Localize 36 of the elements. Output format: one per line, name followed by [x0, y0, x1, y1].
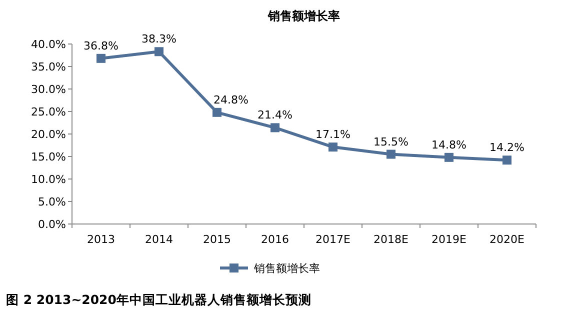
y-tick-label: 0.0% — [38, 218, 66, 231]
x-tick-label: 2013 — [87, 233, 115, 246]
y-tick-label: 35.0% — [31, 60, 66, 74]
y-tick-label: 30.0% — [31, 83, 66, 96]
point — [328, 142, 338, 152]
x-tick-label: 2019E — [432, 233, 467, 246]
y-tick-label: 25.0% — [31, 106, 66, 118]
x-tick-label: 2018E — [374, 233, 409, 246]
data-label: 36.8% — [84, 39, 118, 52]
legend-label: 销售额增长率 — [253, 262, 320, 275]
caption: 图 2 2013~2020年中国工业机器人销售额增长预测 — [6, 292, 312, 307]
y-tick-label: 15.0% — [31, 150, 66, 164]
point — [502, 156, 512, 165]
data-label: 17.1% — [316, 128, 350, 142]
data-label: 38.3% — [142, 32, 176, 46]
point — [444, 152, 454, 162]
x-tick-label: 2014 — [145, 233, 173, 246]
x-tick-label: 2017E — [316, 233, 351, 246]
data-label: 24.8% — [214, 93, 248, 106]
x-tick-label: 2020E — [490, 233, 525, 246]
y-tick-label: 20.0% — [31, 128, 66, 141]
y-tick-label: 5.0% — [38, 196, 66, 208]
data-label: 14.2% — [490, 141, 524, 154]
point — [96, 54, 106, 63]
point — [270, 123, 280, 132]
chart-title: 销售额增长率 — [267, 9, 340, 23]
data-label: 14.8% — [432, 138, 466, 152]
data-label: 21.4% — [258, 108, 292, 122]
y-tick-label: 40.0% — [31, 38, 66, 51]
y-tick-label: 10.0% — [31, 173, 66, 186]
point — [386, 150, 396, 159]
data-label: 15.5% — [374, 135, 408, 148]
x-tick-label: 2015 — [203, 233, 231, 246]
x-tick-label: 2016 — [261, 233, 289, 246]
point — [212, 108, 222, 117]
point — [154, 47, 164, 56]
